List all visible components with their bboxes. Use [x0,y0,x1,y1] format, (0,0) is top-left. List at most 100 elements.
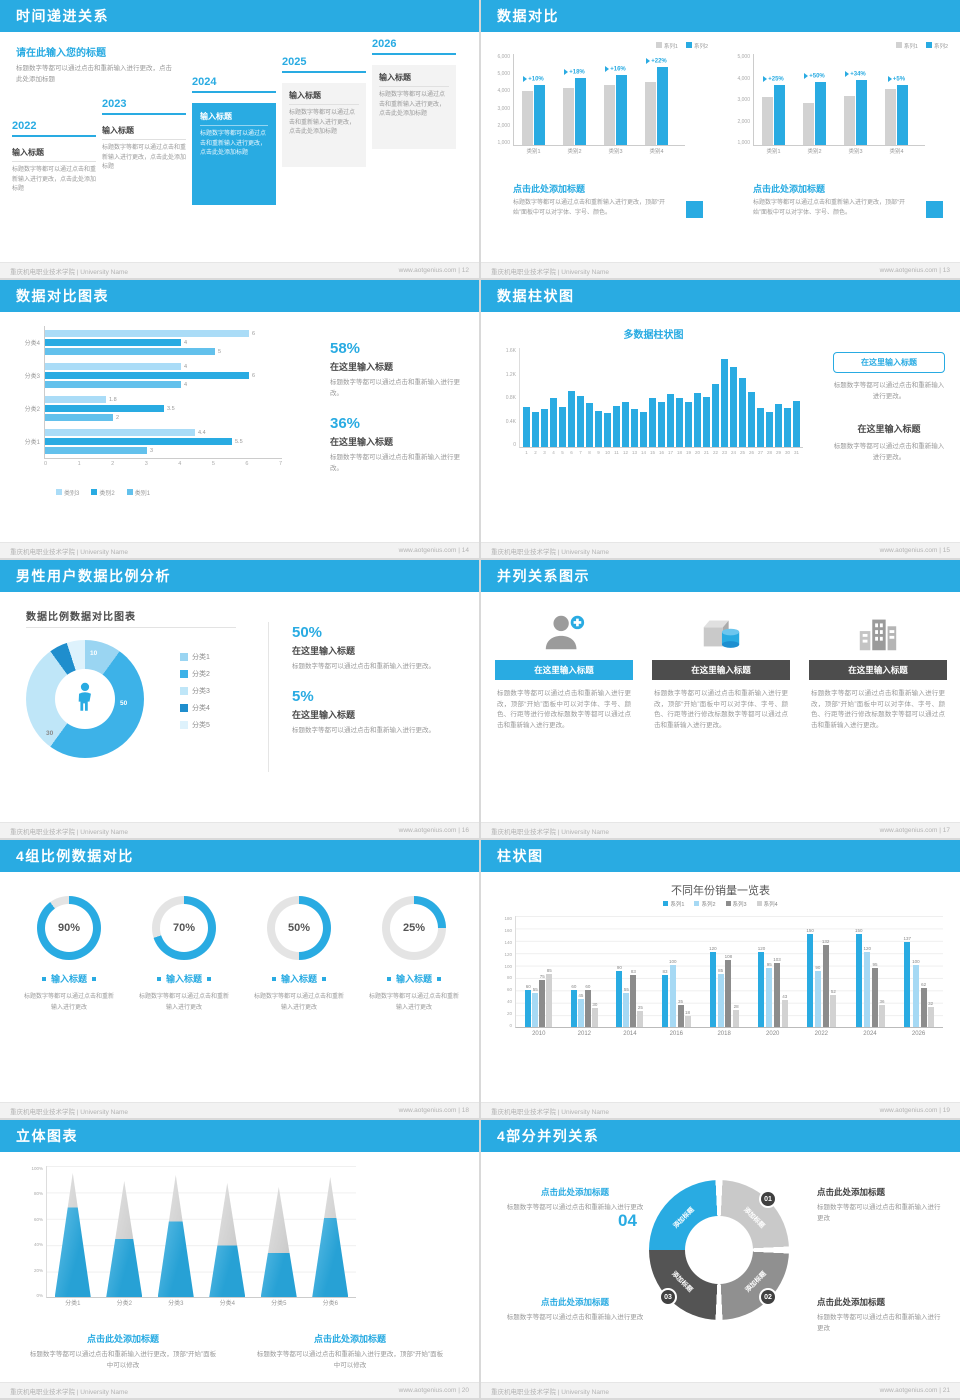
category-label: 分类1 [65,1301,81,1307]
stat-block: 50% 在这里输入标题 标题数字等都可以通过点击和重新输入进行更改。 [292,624,460,672]
bar-wrap: 43 [781,916,788,1027]
timeline-card-title: 输入标题 [379,72,449,87]
stat-body: 标题数字等都可以通过点击和重新输入进行更改。 [292,663,435,670]
bar-wrap: 95 [766,916,773,1027]
bar [630,975,637,1027]
bar-pair [645,67,668,145]
footer-site-page: www.aotgenius.com | 17 [879,827,950,834]
y-tick-label: 0.8K [505,395,516,401]
bar [550,398,557,447]
series2-bar [856,80,867,145]
bar [613,406,620,447]
category-label: 分类4 [219,1301,235,1307]
delta-label: +16% [605,66,626,73]
ring-percent: 70% [160,904,208,952]
legend-label: 系列2 [933,44,948,50]
bar [822,945,829,1027]
bar-wrap: 62 [920,916,927,1027]
bar [830,995,837,1027]
bar-wrap: 45 [577,916,584,1027]
y-tick-label: 1,000 [497,139,510,146]
number-badge-01: 01 [759,1190,777,1208]
timeline-card-title: 输入标题 [289,90,359,105]
value-label: 28 [733,1004,739,1009]
bar-group: +50% 类别2 [803,54,826,155]
stat-body: 标题数字等都可以通过点击和重新输入进行更改。 [330,379,460,398]
bar-column: 10 [604,348,611,455]
x-tick-label: 2014 [623,1031,637,1037]
delta-label: +22% [646,58,667,65]
plot-area: 1 2 3 4 5 6 7 8 9 10 11 12 13 14 15 16 17 18 19 20 21 22 23 24 2… [519,348,803,455]
bar [814,971,821,1027]
building-icon [809,606,947,660]
bar-group: +16% 类别3 [604,54,627,155]
number-badge-02: 02 [759,1288,777,1306]
progress-ring: 70% [152,896,216,960]
block-title: 点击此处添加标题 [817,1297,886,1307]
x-tick-label: 26 [748,450,754,455]
y-tick-label: 160 [504,927,512,933]
segment-value-label: 10 [90,650,98,657]
slide-footer: 重庆机电职业技术学院 | University Name www.aotgeni… [481,262,960,278]
slide-footer: 重庆机电职业技术学院 | University Name www.aotgeni… [481,1102,960,1118]
circular-diagram: 添加标题 添加标题 添加标题 添加标题 01 02 03 04 [618,1175,794,1325]
value-label: 6 [252,330,256,337]
legend-item: 分类1 [180,652,210,662]
cone-wrap: 分类5 [260,1166,297,1307]
x-tick-label: 2024 [863,1031,877,1037]
footer-university: 重庆机电职业技术学院 | University Name [10,1388,128,1396]
chart-legend: 类别3 类别2 类别1 [56,488,150,497]
bar-wrap: 55 [623,916,630,1027]
legend-swatch [694,901,700,906]
bar-group: +22% 类别4 [645,54,668,155]
bar [640,412,647,447]
bar [904,942,911,1027]
block-body: 标题数字等都可以通过点击和重新输入进行更改 [817,1314,941,1333]
category-label: 类别3 [848,149,863,155]
bar [45,348,215,355]
series2-bar [534,85,545,145]
bars: 1.8 3.5 2 [44,392,175,425]
legend-swatch [180,687,188,695]
y-tick-label: 6,000 [497,54,510,60]
bar-pair [844,80,867,145]
series2-bar [897,85,908,145]
bar [45,381,181,388]
bar [577,396,584,447]
cone [209,1183,246,1297]
column-body: 标题数字等都可以通过点击和重新输入进行更改，顶部“开始”面板中可以对字体、字号、… [654,690,788,730]
bar [532,993,539,1027]
slide-19-grouped-column-chart: 柱状图 不同年份销量一览表 系列1 系列2 系列3 系列4 180 160 140 1… [481,840,960,1118]
bar-column: 7 [577,348,584,455]
legend-label: 分类4 [192,705,210,712]
bar [546,974,553,1027]
bar [568,391,575,447]
legend-label: 类别1 [134,491,151,497]
bar-pair [762,85,785,145]
bar-wrap: 83 [662,916,669,1027]
y-tick-label: 100 [504,963,512,969]
legend-item: 分类2 [180,669,210,679]
bar-wrap: 4.4 [45,429,243,436]
bar-column: 15 [649,348,656,455]
legend-swatch [663,901,669,906]
category-label: 类别4 [889,149,904,155]
value-label: 95 [872,962,878,967]
bar-column: 1 [523,348,530,455]
caption-body: 标题数字等都可以通过点击和重新输入进行更改，顶部“开始”面板中可以修改 [29,1351,217,1370]
bar [793,401,800,447]
y-tick-label: 40 [506,999,512,1005]
value-label: 83 [630,969,636,974]
legend-item: 系列2 [685,42,708,50]
delta-label: +18% [564,69,585,76]
x-tick-label: 2016 [669,1031,683,1037]
card-body: 标题数字等都可以通过点击和重新输入进行更改 [24,994,115,1011]
bar [662,975,669,1027]
x-tick-label: 31 [793,450,799,455]
bar [766,968,773,1027]
value-label: 6 [252,372,256,379]
legend-swatch [685,42,692,48]
value-label: 103 [773,957,781,962]
category-label: 类别1 [526,149,541,155]
parallel-column-2: 在这里输入标题 标题数字等都可以通过点击和重新输入进行更改，顶部“开始”面板中可… [652,606,790,732]
